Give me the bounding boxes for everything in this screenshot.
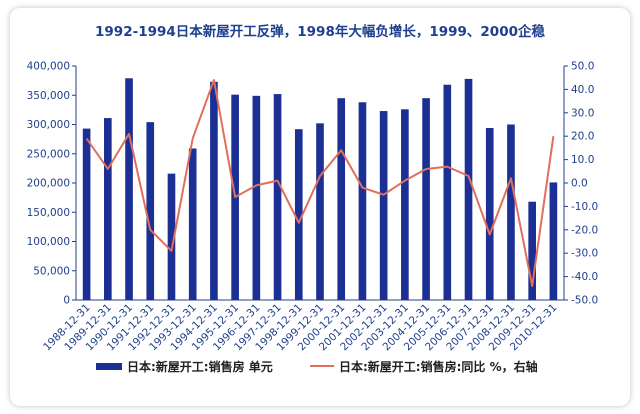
- legend-bar-label: 日本:新屋开工:销售房 单元: [127, 359, 273, 374]
- bar: [379, 111, 388, 300]
- left-tick-label: 150,000: [27, 207, 70, 219]
- bar: [188, 148, 197, 300]
- bar: [82, 128, 91, 300]
- right-tick-label: -50.0: [571, 295, 598, 307]
- bar: [485, 128, 494, 300]
- left-tick-label: 200,000: [27, 178, 70, 190]
- left-tick-label: 50,000: [33, 265, 70, 277]
- chart-card: 1992-1994日本新屋开工反弹，1998年大幅负增长，1999、2000企稳…: [10, 8, 630, 406]
- right-tick-label: 10.0: [571, 154, 594, 166]
- bar: [146, 122, 155, 300]
- left-tick-label: 100,000: [27, 236, 70, 248]
- right-tick-label: -40.0: [571, 271, 598, 283]
- bar: [316, 123, 324, 300]
- bar: [337, 98, 346, 300]
- legend-line-label: 日本:新屋开工:销售房:同比 %，右轴: [339, 359, 538, 374]
- chart-title: 1992-1994日本新屋开工反弹，1998年大幅负增长，1999、2000企稳: [95, 23, 545, 40]
- legend-bar-swatch: [96, 363, 122, 370]
- left-tick-label: 400,000: [27, 61, 70, 73]
- bar: [549, 182, 558, 300]
- bar: [443, 84, 452, 300]
- bar: [358, 102, 367, 301]
- right-tick-label: 30.0: [571, 107, 594, 119]
- plot-area: 0 50,000 100,000 150,000 200,000 250,000 300,0…: [27, 61, 599, 354]
- right-tick-label: 40.0: [571, 84, 594, 96]
- bar: [125, 78, 133, 300]
- right-tick-label: 20.0: [571, 131, 594, 143]
- left-tick-label: 350,000: [27, 90, 70, 102]
- chart-svg: 1992-1994日本新屋开工反弹，1998年大幅负增长，1999、2000企稳…: [27, 23, 599, 374]
- legend: 日本:新屋开工:销售房 单元 日本:新屋开工:销售房:同比 %，右轴: [96, 359, 538, 374]
- right-tick-label: -30.0: [571, 248, 598, 260]
- left-tick-label: 300,000: [27, 119, 70, 131]
- yoy-line: [85, 79, 555, 287]
- bar: [422, 98, 430, 300]
- bar: [252, 95, 261, 301]
- right-tick-label: -10.0: [571, 201, 598, 213]
- bar: [294, 129, 303, 300]
- left-tick-label: 0: [63, 295, 70, 307]
- bar: [167, 173, 176, 300]
- right-tick-label: -20.0: [571, 224, 598, 236]
- bar: [464, 78, 473, 301]
- bar: [104, 118, 112, 300]
- right-tick-label: 50.0: [571, 61, 594, 73]
- right-tick-label: 0.0: [571, 178, 588, 190]
- bar: [401, 109, 409, 300]
- bar: [273, 94, 282, 300]
- left-tick-label: 250,000: [27, 148, 70, 160]
- bar: [210, 81, 218, 300]
- bar: [528, 201, 536, 300]
- bar: [507, 124, 515, 300]
